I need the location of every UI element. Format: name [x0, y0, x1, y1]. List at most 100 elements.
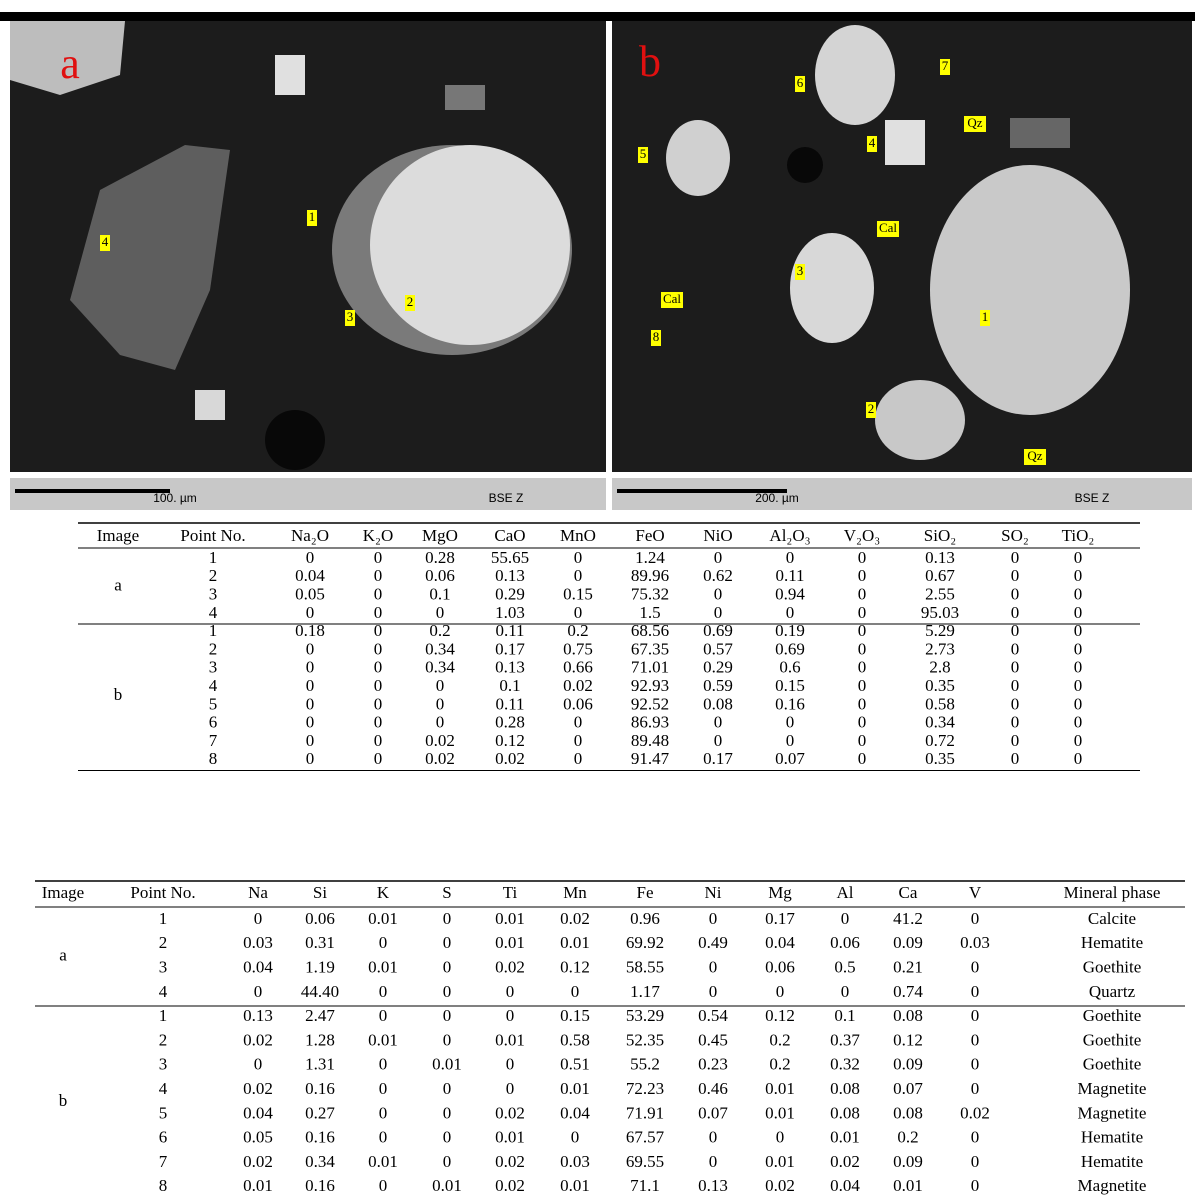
- cell: 89.96: [631, 566, 669, 585]
- cell: 0.35: [925, 749, 955, 768]
- cell: 5: [209, 694, 218, 713]
- cell: 6: [209, 713, 218, 732]
- cell: 0.11: [775, 566, 804, 585]
- cell: 4: [209, 603, 218, 622]
- cell: 0.01: [495, 1030, 525, 1049]
- cell: 0.1: [499, 676, 520, 695]
- cell: 3: [209, 585, 218, 604]
- cell: 0: [374, 585, 383, 604]
- cell: 0.66: [563, 658, 593, 677]
- cell: 0: [971, 958, 980, 977]
- cell: 0: [436, 694, 445, 713]
- cell: 0: [858, 749, 867, 768]
- cell: 0.16: [305, 1079, 335, 1098]
- cell: 0: [443, 1030, 452, 1049]
- cell: 0: [1074, 713, 1083, 732]
- cell: 0: [1074, 548, 1083, 567]
- cell: 0.01: [765, 1079, 795, 1098]
- cell: 0.03: [960, 933, 990, 952]
- cell: 91.47: [631, 749, 670, 768]
- cell: 0: [306, 749, 315, 768]
- cell: 0.07: [698, 1103, 728, 1122]
- cell: 0.27: [305, 1103, 335, 1122]
- cell: 0.59: [703, 676, 733, 695]
- cell: 0: [786, 713, 795, 732]
- cell: 0: [786, 603, 795, 622]
- cell: 0.09: [893, 933, 923, 952]
- cell: 0.21: [893, 958, 923, 977]
- cell: 0.04: [560, 1103, 590, 1122]
- cell: 0.07: [893, 1079, 923, 1098]
- cell: 0: [1074, 585, 1083, 604]
- cell: 0.06: [563, 694, 593, 713]
- cell: 0.1: [834, 1006, 855, 1025]
- cell: 0.51: [560, 1055, 590, 1074]
- cell: 0: [1074, 621, 1083, 640]
- cell: 0: [306, 658, 315, 677]
- cell: 0.08: [893, 1006, 923, 1025]
- column-header: Al₂O₃: [769, 526, 810, 545]
- cell: 41.2: [893, 909, 923, 928]
- column-header: K: [377, 883, 390, 902]
- cell: 71.1: [630, 1176, 660, 1195]
- cell: 0.03: [560, 1152, 590, 1171]
- cell: 0.16: [775, 694, 805, 713]
- label-box: [100, 235, 110, 251]
- cell: 0.34: [925, 713, 955, 732]
- cell: 4: [159, 1079, 168, 1098]
- cell: 58.55: [626, 958, 664, 977]
- cell: 0: [709, 982, 718, 1001]
- cell: 0: [1074, 694, 1083, 713]
- point-label: 3: [797, 263, 804, 278]
- cell: 0.02: [425, 749, 455, 768]
- cell: 0.67: [925, 566, 955, 585]
- cell: 0: [858, 603, 867, 622]
- cell: 0.13: [698, 1176, 728, 1195]
- column-header: SO₂: [1001, 526, 1029, 545]
- cell: 0.13: [495, 658, 525, 677]
- point-label: 1: [982, 309, 989, 324]
- column-header: Mineral phase: [1064, 883, 1161, 902]
- cell: 53.29: [626, 1006, 664, 1025]
- cell: 0.04: [243, 958, 273, 977]
- column-header: V: [969, 883, 982, 902]
- cell: 0.12: [893, 1030, 923, 1049]
- column-header: Point No.: [180, 526, 245, 545]
- cell: 0.2: [567, 621, 588, 640]
- cell: 0.06: [765, 958, 795, 977]
- cell: 0.09: [893, 1055, 923, 1074]
- cell: 8: [159, 1176, 168, 1195]
- cell: 0: [776, 982, 785, 1001]
- point-label: 4: [869, 135, 876, 150]
- cell: 4: [209, 676, 218, 695]
- cell: 0: [858, 731, 867, 750]
- cell: 0.54: [698, 1006, 728, 1025]
- mode-text: BSE Z: [1075, 491, 1110, 505]
- point-label: Cal: [663, 291, 681, 306]
- cell: 0: [858, 566, 867, 585]
- label-box: [1024, 449, 1046, 465]
- cell: 0.2: [769, 1055, 790, 1074]
- cell: 0: [374, 566, 383, 585]
- cell: 5.29: [925, 621, 955, 640]
- cell: 0: [971, 909, 980, 928]
- column-header: Na: [248, 883, 268, 902]
- column-header: Al: [837, 883, 854, 902]
- cell: 0: [858, 694, 867, 713]
- cell: 1.28: [305, 1030, 335, 1049]
- cell: 0: [858, 639, 867, 658]
- label-box: [940, 59, 950, 75]
- cell: 0: [1011, 749, 1020, 768]
- point-label: 5: [640, 146, 647, 161]
- cell: 71.91: [626, 1103, 664, 1122]
- cell: 0: [858, 676, 867, 695]
- cell: 1: [209, 548, 218, 567]
- group-image: b: [59, 1091, 68, 1110]
- cell: 0: [443, 1103, 452, 1122]
- cell: 0.17: [495, 639, 525, 658]
- cell: 0: [714, 603, 723, 622]
- cell: 0.29: [495, 585, 525, 604]
- cell: 0.08: [830, 1103, 860, 1122]
- cell: 0: [379, 1006, 388, 1025]
- point-label: 3: [347, 309, 354, 324]
